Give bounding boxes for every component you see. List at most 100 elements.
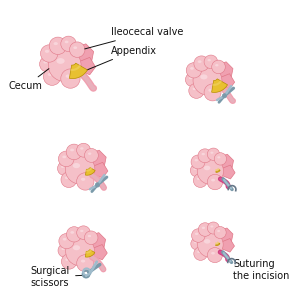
Circle shape	[214, 153, 226, 165]
Circle shape	[66, 237, 94, 266]
Polygon shape	[87, 232, 106, 250]
Ellipse shape	[88, 152, 92, 155]
Ellipse shape	[73, 163, 80, 168]
Circle shape	[40, 45, 58, 62]
Ellipse shape	[190, 67, 194, 70]
Circle shape	[207, 222, 219, 234]
Circle shape	[194, 247, 207, 260]
Polygon shape	[216, 243, 220, 246]
Circle shape	[191, 155, 205, 169]
Circle shape	[207, 148, 220, 160]
Ellipse shape	[189, 77, 192, 79]
Polygon shape	[222, 238, 235, 252]
Circle shape	[197, 158, 224, 184]
Ellipse shape	[48, 73, 52, 76]
Polygon shape	[72, 44, 94, 63]
Ellipse shape	[208, 89, 213, 92]
Ellipse shape	[194, 241, 197, 243]
Circle shape	[192, 229, 205, 242]
Ellipse shape	[194, 159, 198, 161]
Circle shape	[70, 42, 85, 57]
Ellipse shape	[200, 74, 208, 80]
Polygon shape	[87, 150, 106, 168]
Circle shape	[186, 63, 202, 78]
Circle shape	[44, 68, 61, 85]
Circle shape	[190, 164, 202, 177]
Text: Ileocecal valve: Ileocecal valve	[85, 27, 183, 49]
Circle shape	[48, 49, 81, 82]
Circle shape	[207, 248, 222, 262]
Circle shape	[77, 226, 90, 239]
Ellipse shape	[204, 166, 210, 170]
Polygon shape	[212, 79, 227, 92]
Circle shape	[58, 161, 71, 176]
Ellipse shape	[44, 61, 47, 64]
Ellipse shape	[198, 60, 202, 63]
Polygon shape	[80, 57, 95, 75]
Ellipse shape	[61, 248, 65, 250]
Circle shape	[222, 94, 227, 98]
Text: Cecum: Cecum	[9, 69, 49, 91]
Circle shape	[84, 148, 98, 162]
Ellipse shape	[81, 178, 85, 181]
Circle shape	[207, 174, 223, 190]
Circle shape	[59, 233, 74, 249]
Circle shape	[193, 66, 222, 95]
Circle shape	[76, 143, 91, 157]
Ellipse shape	[61, 166, 64, 168]
Ellipse shape	[70, 231, 74, 234]
Ellipse shape	[80, 147, 84, 150]
Circle shape	[61, 172, 76, 188]
Circle shape	[212, 60, 225, 74]
Polygon shape	[85, 250, 95, 257]
Circle shape	[95, 183, 100, 187]
Circle shape	[66, 144, 82, 160]
Circle shape	[214, 226, 226, 238]
Polygon shape	[223, 165, 235, 179]
Polygon shape	[217, 154, 233, 170]
Circle shape	[194, 173, 207, 188]
Ellipse shape	[208, 59, 211, 61]
Circle shape	[198, 149, 212, 163]
Ellipse shape	[217, 156, 220, 158]
Circle shape	[58, 244, 72, 257]
Ellipse shape	[195, 233, 198, 235]
Circle shape	[77, 255, 94, 272]
Polygon shape	[216, 170, 220, 172]
Ellipse shape	[204, 239, 210, 244]
Ellipse shape	[211, 179, 215, 181]
Polygon shape	[221, 74, 235, 89]
Circle shape	[189, 83, 204, 98]
Circle shape	[204, 84, 221, 101]
Ellipse shape	[66, 74, 70, 78]
Ellipse shape	[211, 252, 215, 254]
Ellipse shape	[210, 226, 213, 228]
Circle shape	[191, 238, 203, 250]
Ellipse shape	[80, 230, 83, 232]
Circle shape	[194, 56, 209, 71]
Polygon shape	[214, 62, 233, 79]
Text: Suturing
the incision: Suturing the incision	[230, 260, 289, 281]
Circle shape	[49, 37, 67, 55]
Circle shape	[61, 36, 76, 52]
Circle shape	[61, 69, 80, 88]
Ellipse shape	[202, 153, 205, 155]
Polygon shape	[94, 162, 108, 178]
Circle shape	[198, 232, 223, 257]
Polygon shape	[94, 244, 107, 260]
Ellipse shape	[81, 260, 85, 262]
Ellipse shape	[63, 238, 67, 241]
Ellipse shape	[197, 178, 200, 180]
Ellipse shape	[73, 46, 77, 49]
Ellipse shape	[193, 88, 196, 90]
Text: Appendix: Appendix	[83, 46, 157, 72]
Polygon shape	[216, 228, 233, 243]
Circle shape	[58, 151, 74, 167]
Circle shape	[61, 254, 77, 269]
Circle shape	[76, 173, 94, 190]
Circle shape	[40, 56, 55, 72]
Ellipse shape	[65, 40, 68, 43]
Ellipse shape	[210, 152, 214, 154]
Ellipse shape	[215, 64, 218, 66]
Ellipse shape	[202, 226, 205, 229]
